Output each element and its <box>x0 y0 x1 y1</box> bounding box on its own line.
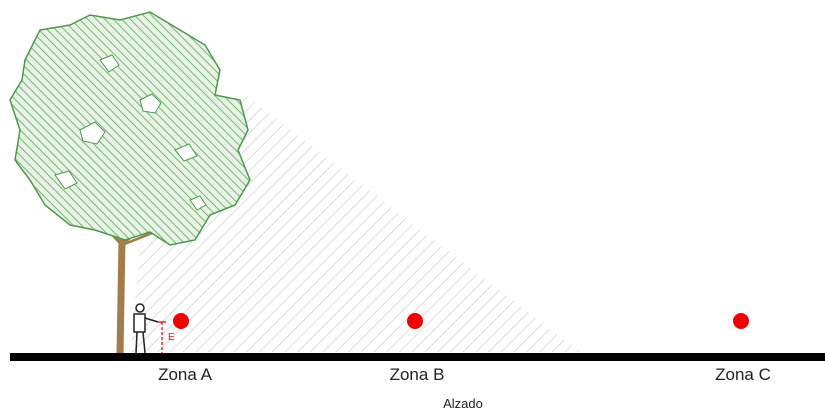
zone-point <box>407 313 423 329</box>
zone-point <box>733 313 749 329</box>
ground-line <box>10 353 825 361</box>
tree-canopy <box>9 11 251 246</box>
zone-label: Zona A <box>158 365 213 384</box>
height-label: E <box>168 332 175 343</box>
zone-point <box>173 313 189 329</box>
height-marker <box>158 321 166 353</box>
zone-label: Zona C <box>715 365 771 384</box>
caption: Alzado <box>443 396 483 411</box>
zone-label: Zona B <box>390 365 445 384</box>
canopy-gaps <box>54 54 207 211</box>
person <box>133 303 159 354</box>
